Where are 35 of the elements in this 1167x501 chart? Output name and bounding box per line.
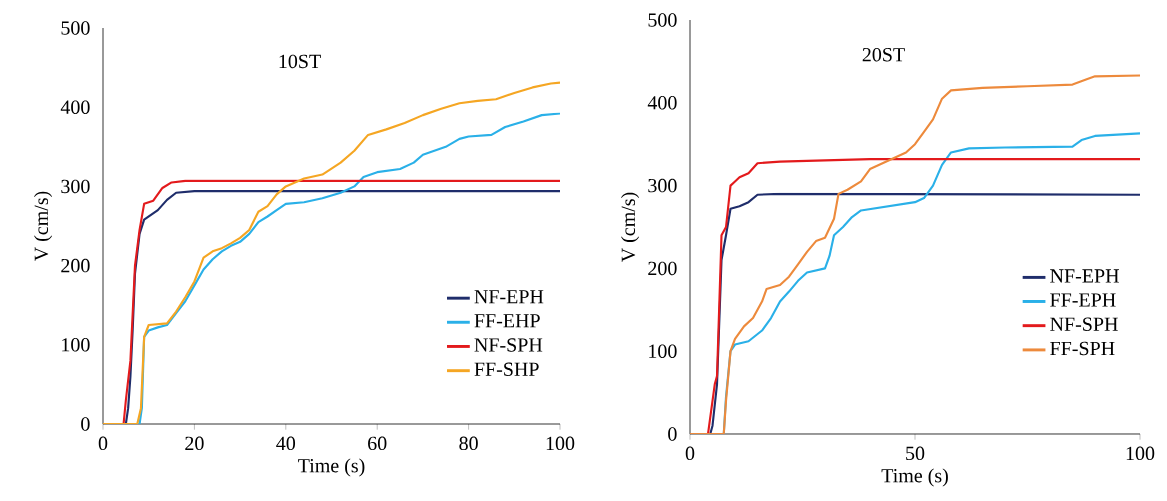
y-tick-label: 100 [62, 338, 90, 352]
legend-label: FF-EPH [1050, 293, 1116, 307]
x-tick-label: 0 [98, 436, 108, 451]
x-tick-label: 60 [368, 436, 387, 451]
x-tick-label: 40 [276, 436, 296, 451]
x-tick-label: 100 [1126, 446, 1155, 461]
legend-label: NF-SPH [1050, 317, 1118, 331]
y-tick-label: 300 [61, 179, 90, 194]
x-tick-label: 20 [185, 436, 204, 451]
x-axis-title: Time (s) [298, 458, 365, 477]
legend-label: FF-EHP [474, 314, 540, 328]
x-axis-title: Time (s) [881, 468, 948, 487]
y-tick-label: 400 [60, 100, 90, 114]
legend-label: NF-EPH [1050, 269, 1119, 283]
text: 10ST [279, 54, 321, 69]
legend-label: FF-SHP [474, 362, 539, 376]
text: 20ST [862, 47, 905, 62]
x-tick-label: 80 [459, 436, 478, 451]
legend-label: NF-SPH [474, 338, 543, 352]
y-axis-title: V (cm/s) [33, 191, 53, 262]
y-tick-label: 100 [649, 344, 677, 358]
x-tick-label: 100 [546, 436, 575, 451]
legend-label: FF-SPH [1050, 341, 1115, 356]
y-tick-label: 500 [648, 13, 677, 27]
legend-label: NF-EPH [474, 290, 544, 304]
y-tick-label: 0 [81, 417, 90, 431]
y-tick-label: 500 [61, 21, 90, 35]
y-tick-label: 400 [647, 96, 677, 110]
y-tick-label: 300 [648, 178, 677, 193]
x-tick-label: 0 [685, 446, 695, 461]
x-tick-label: 50 [906, 446, 925, 461]
y-tick-label: 0 [668, 427, 677, 441]
y-tick-label: 200 [61, 258, 90, 273]
y-tick-label: 200 [648, 261, 677, 276]
y-axis-title: V (cm/s) [621, 192, 640, 263]
